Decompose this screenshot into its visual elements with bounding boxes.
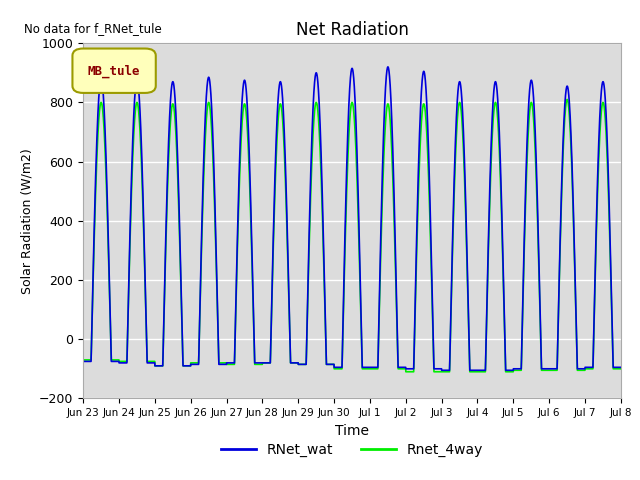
RNet_wat xyxy=(503,367,511,373)
Legend: RNet_wat, Rnet_4way: RNet_wat, Rnet_4way xyxy=(215,437,489,463)
Rnet_4way xyxy=(616,366,624,372)
FancyBboxPatch shape xyxy=(72,48,156,93)
RNet_wat xyxy=(79,359,87,364)
Rnet_4way xyxy=(332,366,340,372)
Rnet_4way xyxy=(472,369,480,374)
Rnet_4way xyxy=(443,369,451,374)
Y-axis label: Solar Radiation (W/m2): Solar Radiation (W/m2) xyxy=(20,148,33,294)
RNet_wat xyxy=(332,364,340,370)
RNet_wat xyxy=(617,364,625,370)
RNet_wat xyxy=(443,367,451,373)
Rnet_4way xyxy=(563,96,571,102)
Rnet_4way xyxy=(176,242,184,248)
Text: No data for f_RNet_tule: No data for f_RNet_tule xyxy=(24,22,162,35)
Rnet_4way xyxy=(617,366,625,372)
Title: Net Radiation: Net Radiation xyxy=(296,21,408,39)
Line: Rnet_4way: Rnet_4way xyxy=(83,99,621,372)
Line: RNet_wat: RNet_wat xyxy=(83,67,621,370)
RNet_wat xyxy=(438,367,445,373)
Rnet_4way xyxy=(79,357,87,363)
X-axis label: Time: Time xyxy=(335,424,369,438)
RNet_wat xyxy=(616,364,624,370)
Text: MB_tule: MB_tule xyxy=(88,64,140,78)
RNet_wat xyxy=(384,64,392,70)
Rnet_4way xyxy=(402,369,410,374)
RNet_wat xyxy=(176,232,184,238)
RNet_wat xyxy=(473,367,481,373)
Rnet_4way xyxy=(503,369,511,374)
